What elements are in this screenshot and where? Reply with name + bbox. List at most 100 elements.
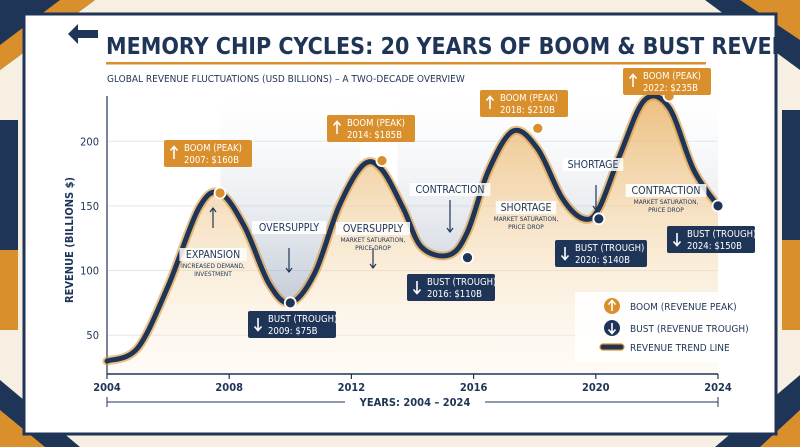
arrow-down-icon xyxy=(672,233,682,247)
bust-callout: BUST (TROUGH)2009: $75B xyxy=(248,311,337,338)
x-tick-label: 2004 xyxy=(93,381,121,394)
callout-box xyxy=(164,140,252,167)
x-axis-title-bar: YEARS: 2004 – 2024 xyxy=(106,394,719,410)
callout-value: 2018: $210B xyxy=(500,105,555,116)
peak-point xyxy=(531,121,545,135)
callout-value: 2009: $75B xyxy=(268,326,318,337)
callout-title: BUST (TROUGH) xyxy=(575,243,644,254)
x-tick-label: 2012 xyxy=(338,381,366,394)
x-axis-label: YEARS: 2004 – 2024 xyxy=(359,396,471,409)
phase-label: CONTRACTION xyxy=(409,183,491,196)
trough-point xyxy=(461,251,474,265)
arrow-down-icon xyxy=(412,281,422,295)
x-axis: 2004 2008 2012 2016 2020 2024 xyxy=(93,373,732,394)
boom-callout: BOOM (PEAK)2018: $210B xyxy=(480,90,568,117)
legend-trend-label: REVENUE TREND LINE xyxy=(630,343,730,354)
callout-title: BUST (TROUGH) xyxy=(268,314,337,325)
callout-title: BOOM (PEAK) xyxy=(347,118,405,129)
callout-value: 2007: $160B xyxy=(184,155,239,166)
callout-title: BOOM (PEAK) xyxy=(500,93,558,104)
callout-value: 2020: $140B xyxy=(575,255,630,266)
phase-title: CONTRACTION xyxy=(416,184,485,196)
y-axis-label: REVENUE (BILLIONS $) xyxy=(63,177,76,303)
boom-callout: BOOM (PEAK)2022: $235B xyxy=(623,68,711,95)
phase-title: CONTRACTION xyxy=(632,185,701,197)
legend-bust-label: BUST (REVENUE TROUGH) xyxy=(630,324,749,335)
callout-box xyxy=(623,68,711,95)
legend-trend-line-icon xyxy=(599,343,625,351)
bust-callout: BUST (TROUGH)2020: $140B xyxy=(555,240,647,267)
boom-callout: BOOM (PEAK)2007: $160B xyxy=(164,140,252,167)
arrow-down-icon xyxy=(253,318,263,332)
callout-title: BUST (TROUGH) xyxy=(427,277,496,288)
connector-arrowhead xyxy=(209,207,217,213)
x-tick-label: 2016 xyxy=(460,381,488,394)
arrow-down-icon xyxy=(560,247,570,261)
callout-box xyxy=(407,274,495,301)
phase-subtitle: PRICE DROP xyxy=(508,223,544,231)
trough-point xyxy=(283,296,297,310)
x-tick-label: 2020 xyxy=(582,381,610,394)
connector-arrowhead xyxy=(285,267,293,273)
callout-value: 2024: $150B xyxy=(687,241,742,252)
phase-subtitle: INCREASED DEMAND, xyxy=(181,262,245,270)
title-block: MEMORY CHIP CYCLES: 20 YEARS OF BOOM & B… xyxy=(68,24,800,85)
y-tick-label: 150 xyxy=(80,200,99,213)
trough-point xyxy=(592,212,606,226)
corner-gold-br xyxy=(760,410,800,447)
chart-subtitle: GLOBAL REVENUE FLUCTUATIONS (USD BILLION… xyxy=(107,74,465,85)
callout-title: BOOM (PEAK) xyxy=(184,143,242,154)
x-tick-label: 2008 xyxy=(215,381,243,394)
arrow-up-icon xyxy=(332,120,342,134)
callout-value: 2016: $110B xyxy=(427,289,482,300)
phase-title: SHORTAGE xyxy=(501,202,552,214)
callout-value: 2014: $185B xyxy=(347,130,402,141)
phase-subtitle: MARKET SATURATION, xyxy=(634,198,699,206)
bust-callout: BUST (TROUGH)2016: $110B xyxy=(407,274,496,301)
y-tick-label: 200 xyxy=(80,135,99,148)
phase-label: SHORTAGE xyxy=(562,158,624,171)
callout-title: BOOM (PEAK) xyxy=(643,71,701,82)
callout-box xyxy=(555,240,647,267)
phase-subtitle: INVESTMENT xyxy=(194,270,232,278)
callout-value: 2022: $235B xyxy=(643,83,698,94)
callout-title: BUST (TROUGH) xyxy=(687,229,756,240)
trough-point xyxy=(711,199,725,213)
phase-subtitle: MARKET SATURATION, xyxy=(341,236,406,244)
boom-callout: BOOM (PEAK)2014: $185B xyxy=(327,115,415,142)
phase-title: EXPANSION xyxy=(186,249,240,261)
callout-box xyxy=(248,311,336,338)
side-bar-left-gold xyxy=(0,250,18,330)
bust-callout: BUST (TROUGH)2024: $150B xyxy=(667,226,756,253)
arrow-up-icon xyxy=(169,145,179,159)
title-underline xyxy=(106,62,706,65)
arrow-up-icon xyxy=(628,73,638,87)
callout-box xyxy=(480,90,568,117)
title-arrow-icon xyxy=(68,24,98,44)
legend: BOOM (REVENUE PEAK) BUST (REVENUE TROUGH… xyxy=(575,292,765,362)
phase-subtitle: PRICE DROP xyxy=(648,206,684,214)
side-bar-left xyxy=(0,120,18,250)
connector-arrowhead xyxy=(369,263,377,269)
phase-label: OVERSUPPLY xyxy=(252,221,326,234)
callout-box xyxy=(327,115,415,142)
x-tick-label: 2024 xyxy=(704,381,732,394)
y-tick-label: 50 xyxy=(86,329,99,342)
side-bar-right-gold xyxy=(782,240,800,330)
phase-title: SHORTAGE xyxy=(568,159,619,171)
legend-boom-label: BOOM (REVENUE PEAK) xyxy=(630,302,737,313)
phase-title: OVERSUPPLY xyxy=(343,223,403,235)
connector-arrowhead xyxy=(592,205,600,211)
phase-title: OVERSUPPLY xyxy=(259,222,319,234)
phase-subtitle: MARKET SATURATION, xyxy=(494,215,559,223)
side-bar-right xyxy=(782,110,800,240)
chart-title: MEMORY CHIP CYCLES: 20 YEARS OF BOOM & B… xyxy=(106,34,800,60)
y-tick-label: 100 xyxy=(80,265,99,278)
peak-point xyxy=(213,186,227,200)
